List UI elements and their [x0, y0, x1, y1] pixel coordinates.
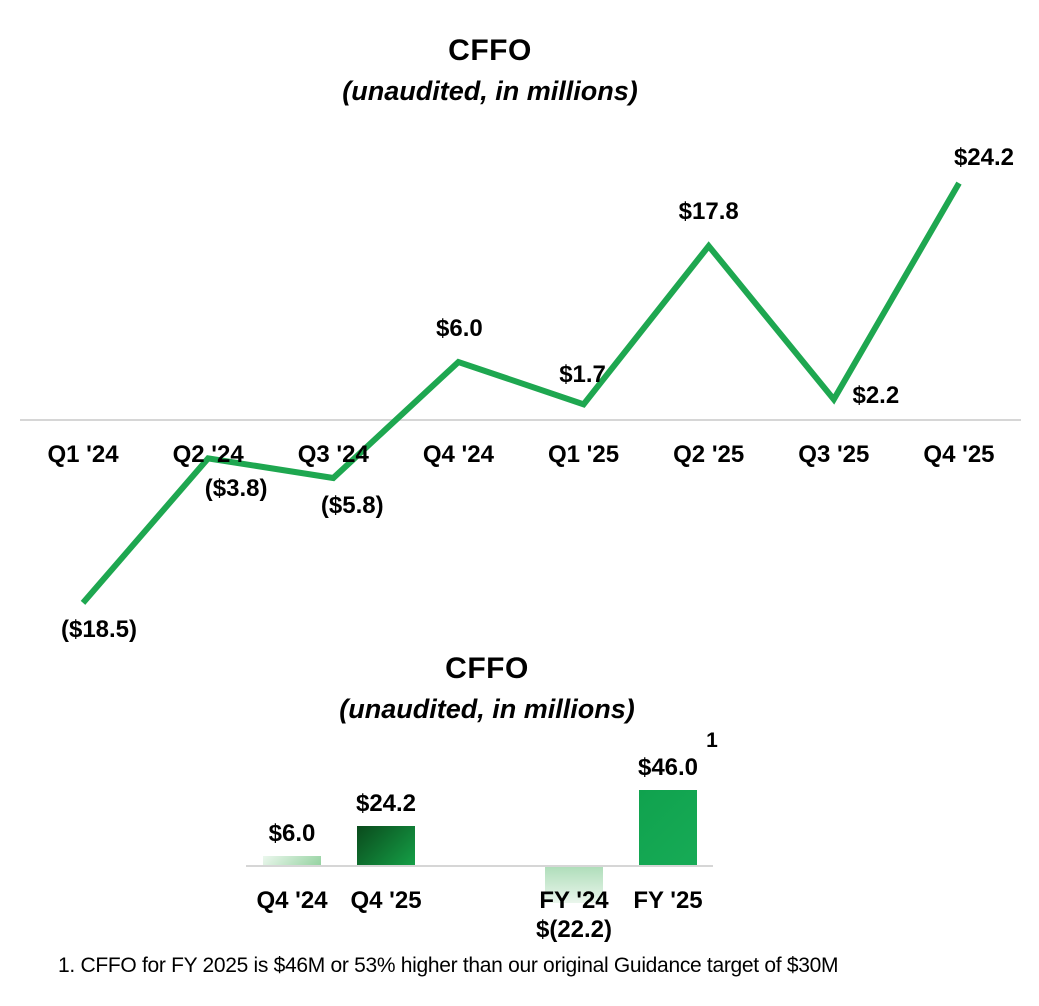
cffo-line-series: [80, 181, 962, 605]
x-axis-label: Q1 '25: [548, 441, 620, 468]
x-axis-label: FY '24: [539, 887, 609, 914]
x-axis-label: Q2 '24: [172, 441, 244, 468]
x-axis-label: Q4 '24: [256, 887, 328, 914]
x-axis-label: Q2 '25: [673, 441, 745, 468]
data-label: $24.2: [355, 790, 417, 817]
x-axis-label: Q4 '25: [350, 887, 422, 914]
x-axis-label: Q1 '24: [47, 441, 119, 468]
data-label: $24.2: [953, 144, 1014, 172]
data-label: $46.0: [637, 754, 699, 781]
data-label: $1.7: [559, 361, 606, 389]
bar-positive: [357, 826, 415, 866]
data-label: $(22.2): [535, 916, 613, 943]
bar-chart-header: CFFO (unaudited, in millions): [0, 652, 974, 725]
bar-negative: [545, 866, 603, 903]
data-label: ($18.5): [60, 615, 138, 643]
x-axis-label: Q3 '25: [798, 441, 870, 468]
bar-chart-title: CFFO: [445, 652, 529, 685]
line-chart-header: CFFO (unaudited, in millions): [0, 34, 980, 107]
footnote-marker: 1: [706, 729, 718, 752]
x-axis-label: Q4 '25: [923, 441, 995, 468]
x-axis-label: Q3 '24: [297, 441, 369, 468]
bar-positive: [639, 790, 697, 866]
bar-positive: [263, 856, 321, 866]
data-label: $6.0: [268, 820, 316, 847]
data-label: $2.2: [852, 382, 900, 410]
x-axis-label: Q4 '24: [422, 441, 494, 468]
footnote: 1. CFFO for FY 2025 is $46M or 53% highe…: [58, 954, 839, 977]
x-axis-line: [246, 865, 713, 867]
line-chart-subtitle: (unaudited, in millions): [342, 76, 638, 106]
data-label: ($3.8): [204, 475, 268, 503]
data-label: ($5.8): [320, 492, 384, 519]
bar-chart-subtitle: (unaudited, in millions): [339, 694, 635, 724]
data-label: $6.0: [436, 315, 483, 343]
x-axis-label: FY '25: [633, 887, 703, 914]
data-label: $17.8: [678, 198, 739, 226]
line-chart-title: CFFO: [448, 34, 532, 67]
